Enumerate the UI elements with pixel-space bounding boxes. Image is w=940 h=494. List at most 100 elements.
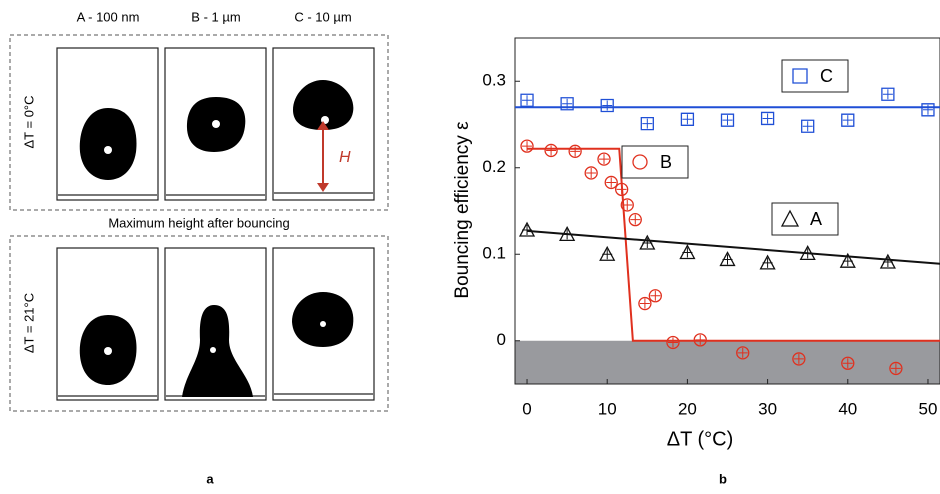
marker-cross (562, 98, 573, 109)
marker (693, 333, 707, 347)
column-label: A - 100 nm (77, 9, 140, 24)
marker-cross (642, 238, 653, 249)
row-box (9, 235, 389, 412)
marker-cross (882, 257, 893, 268)
legend-label: A (810, 209, 822, 229)
plot-frame (514, 37, 940, 385)
marker (604, 175, 618, 190)
marker (881, 87, 895, 101)
x-tick-label: 20 (678, 399, 697, 418)
marker-cross (622, 199, 633, 210)
marker (638, 296, 652, 311)
marker (544, 143, 558, 158)
x-tick-label: 30 (758, 399, 777, 418)
marker-cross (842, 256, 853, 267)
marker-cross (630, 214, 641, 225)
marker-cross (602, 100, 613, 111)
marker (921, 103, 935, 117)
marker-cross (695, 334, 706, 345)
row-box (9, 34, 389, 211)
marker (760, 111, 775, 126)
marker (736, 346, 750, 360)
marker-cross (793, 353, 804, 364)
marker-cross (882, 89, 893, 100)
legend-label: C (820, 66, 833, 86)
marker (568, 144, 582, 158)
marker-cross (599, 154, 610, 165)
legend-box (781, 59, 849, 93)
marker (584, 166, 598, 180)
panel-label: b (719, 471, 727, 486)
height-label: H (339, 149, 351, 166)
marker-cross (842, 358, 853, 369)
legend-marker (780, 209, 800, 227)
chart-b: 0 0.1 0.2 0.3 0 10 20 30 40 50 ΔT (°C) Bouncing eff… (452, 37, 940, 450)
marker-cross (650, 290, 661, 301)
y-tick-label: 0.1 (482, 244, 506, 263)
y-axis-label: Bouncing efficiency ε (452, 121, 473, 299)
marker (640, 116, 654, 131)
column-label: B - 1 µm (191, 9, 240, 24)
marker (560, 97, 574, 111)
x-tick-label: 0 (522, 399, 531, 418)
marker-cross (722, 115, 733, 126)
x-tick-label: 10 (598, 399, 617, 418)
legend-marker (792, 68, 808, 84)
marker-cross (522, 141, 533, 152)
fit-line (526, 229, 940, 265)
caption: Maximum height after bouncing (108, 215, 289, 230)
shaded-region (515, 340, 940, 384)
marker (620, 198, 634, 212)
marker-cross (682, 247, 693, 258)
marker-cross (802, 121, 813, 132)
marker (801, 119, 815, 133)
marker (720, 113, 735, 127)
marker-cross (922, 104, 933, 115)
row-label: ΔT = 21°C (21, 293, 36, 353)
marker-cross (762, 257, 773, 268)
marker (628, 213, 642, 227)
marker-cross (802, 248, 813, 259)
marker-cross (606, 177, 617, 188)
marker (600, 98, 614, 113)
marker (666, 335, 680, 350)
marker-cross (737, 347, 748, 358)
marker-cross (722, 254, 733, 265)
marker-cross (667, 337, 678, 348)
x-axis-label: ΔT (°C) (667, 428, 734, 450)
marker (889, 361, 903, 376)
marker (597, 152, 611, 166)
column-label: C - 10 µm (294, 9, 351, 24)
marker-cross (639, 298, 650, 309)
marker (648, 289, 662, 303)
marker (841, 356, 855, 370)
marker-cross (562, 229, 573, 240)
marker-cross (842, 115, 853, 126)
y-tick-label: 0.2 (482, 157, 506, 176)
marker-cross (522, 95, 533, 106)
marker-cross (546, 145, 557, 156)
marker (520, 93, 534, 107)
marker (615, 182, 629, 197)
marker-cross (522, 225, 533, 236)
fit-line (527, 147, 940, 342)
row-label: ΔT = 0°C (21, 95, 36, 148)
marker (792, 352, 806, 366)
marker-cross (682, 114, 693, 125)
marker-cross (642, 118, 653, 129)
legend-marker (632, 154, 648, 170)
x-tick-label: 50 (919, 399, 938, 418)
marker (680, 112, 695, 126)
marker-cross (570, 146, 581, 157)
x-tick-label: 40 (838, 399, 857, 418)
marker-cross (762, 113, 773, 124)
y-tick-label: 0.3 (482, 71, 506, 90)
marker (841, 113, 855, 127)
droplet-highlights (104, 116, 329, 355)
y-tick-label: 0 (497, 330, 506, 349)
panel-a: A - 100 nm B - 1 µm C - 10 µm ΔT = 0°C Δ… (9, 9, 389, 486)
legend-label: B (660, 152, 672, 172)
marker-cross (602, 249, 613, 260)
marker (520, 139, 534, 153)
